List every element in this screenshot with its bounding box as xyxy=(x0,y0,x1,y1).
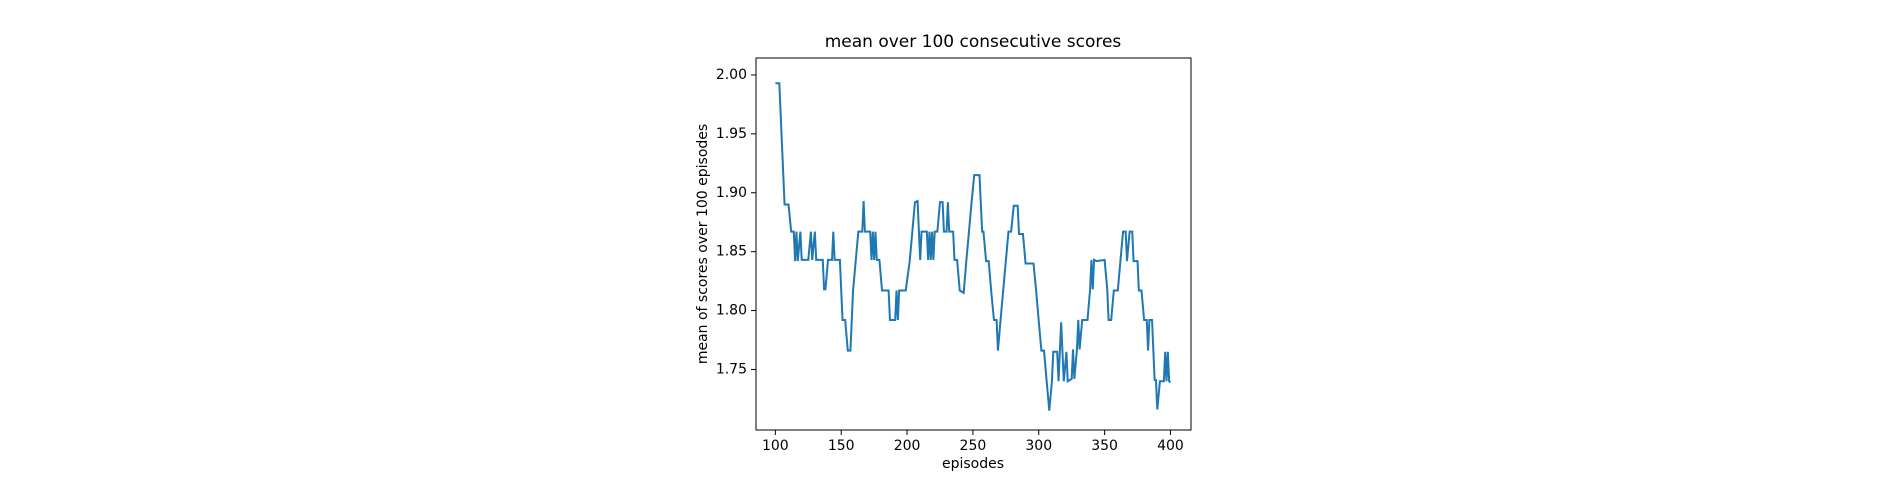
x-tick-label: 100 xyxy=(762,438,789,454)
y-tick-label: 1.90 xyxy=(716,185,747,201)
y-tick-label: 1.85 xyxy=(716,244,747,260)
y-tick-label: 1.75 xyxy=(716,361,747,377)
x-tick-label: 200 xyxy=(894,438,921,454)
x-tick-label: 150 xyxy=(828,438,855,454)
data-line xyxy=(775,82,1172,411)
y-axis-label: mean of scores over 100 episodes xyxy=(695,124,711,364)
chart-title: mean over 100 consecutive scores xyxy=(825,32,1122,52)
x-tick-label: 400 xyxy=(1157,438,1184,454)
x-tick-label: 250 xyxy=(960,438,987,454)
x-tick-label: 300 xyxy=(1025,438,1052,454)
x-axis-label: episodes xyxy=(942,456,1004,472)
x-tick-label: 350 xyxy=(1091,438,1118,454)
y-tick-label: 2.00 xyxy=(716,67,747,83)
y-tick-label: 1.80 xyxy=(716,303,747,319)
plot-frame xyxy=(755,57,1192,431)
y-tick-label: 1.95 xyxy=(716,126,747,142)
